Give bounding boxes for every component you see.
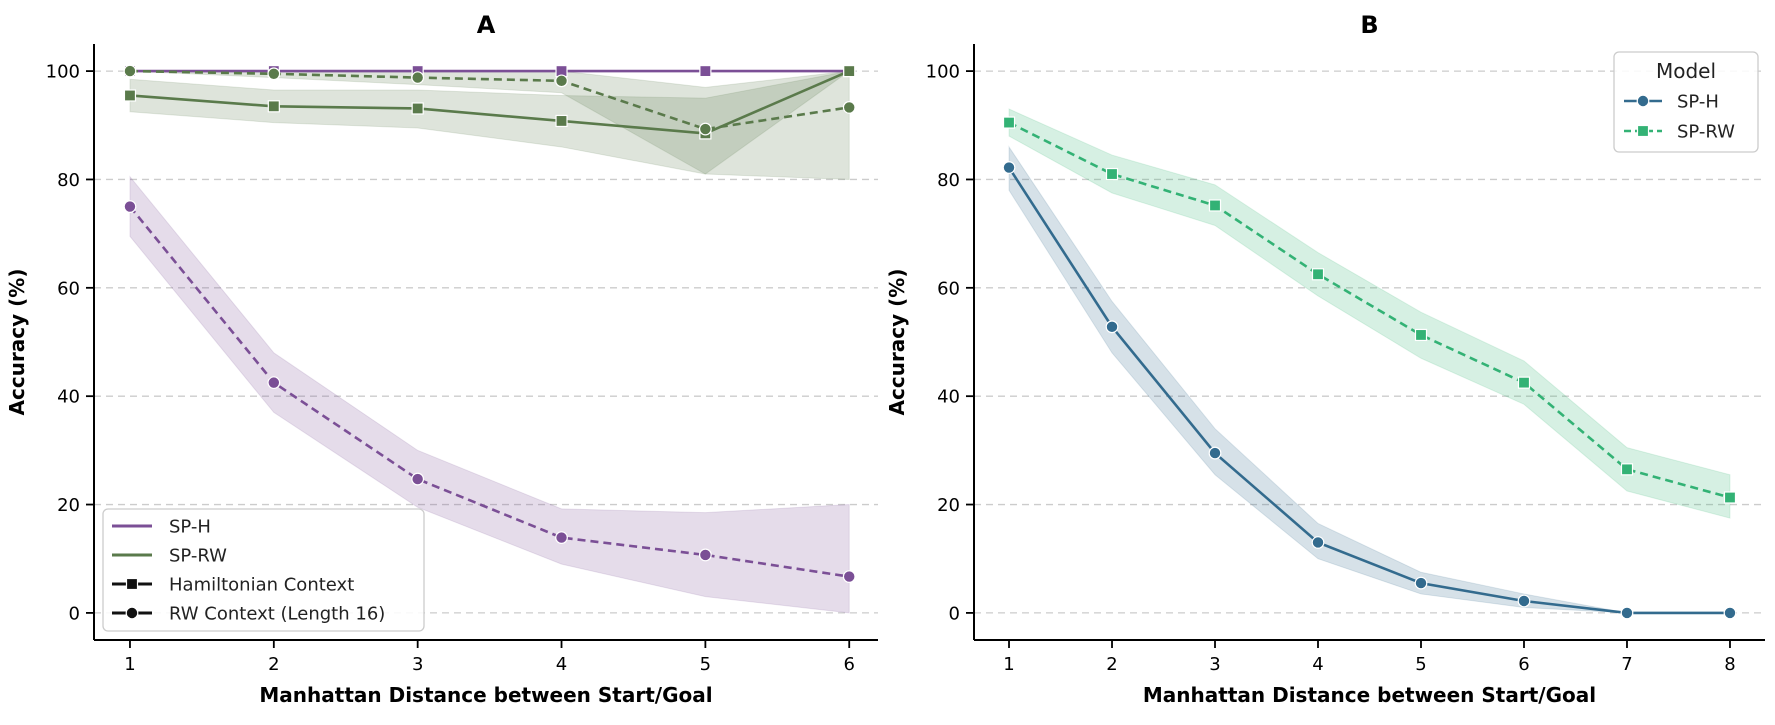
data-point — [555, 74, 568, 88]
confidence-band-sp-h-0 — [1008, 145, 1730, 614]
data-point — [123, 64, 137, 78]
panel-a: 0 20 40 60 80 100 1 2 3 4 5 6 A Manhattan Distance be… — [5, 11, 878, 707]
data-point — [1620, 463, 1634, 476]
series-line-sp-rw-2 — [129, 69, 850, 135]
data-point — [1311, 268, 1325, 281]
y-tick-label: 100 — [46, 62, 80, 83]
y-tick-label: 0 — [949, 603, 960, 624]
data-point — [1002, 161, 1016, 174]
data-point — [123, 200, 137, 213]
legend-label: RW Context (Length 16) — [169, 604, 385, 625]
y-axis-label: Accuracy (%) — [885, 269, 909, 416]
series-line-sp-h-1 — [128, 205, 850, 578]
data-point — [699, 64, 712, 78]
data-point — [1414, 328, 1428, 342]
legend-a: SP-H SP-RW Hamiltonian Context RW Context (… — [102, 508, 425, 632]
legend-label: SP-RW — [1677, 122, 1735, 143]
data-point — [842, 100, 856, 114]
y-tick-label: 60 — [57, 278, 80, 299]
data-point — [1208, 199, 1222, 212]
x-tick-label: 7 — [1621, 654, 1632, 675]
y-tick-label: 20 — [937, 495, 960, 516]
y-tick-label: 40 — [937, 387, 960, 408]
data-point — [698, 548, 712, 562]
legend-box — [102, 508, 425, 632]
x-tick-label: 6 — [1518, 654, 1529, 675]
data-point — [1517, 594, 1531, 608]
data-point — [1414, 576, 1428, 590]
x-tick-label: 2 — [1106, 654, 1117, 675]
data-point — [1620, 606, 1634, 620]
panel-title-a: A — [477, 11, 496, 39]
legend-b: Model SP-H SP-RW — [1613, 51, 1759, 153]
data-point — [1723, 491, 1737, 504]
y-tick-label: 0 — [69, 603, 80, 624]
data-point — [411, 472, 425, 486]
y-tick-label: 100 — [926, 62, 960, 83]
legend-label: SP-H — [1677, 92, 1719, 113]
x-tick-label: 1 — [1003, 654, 1014, 675]
y-axis-label: Accuracy (%) — [5, 269, 29, 416]
data-point — [267, 376, 281, 390]
data-point — [555, 531, 568, 544]
y-tick-label: 20 — [57, 495, 80, 516]
legend-title: Model — [1656, 59, 1716, 83]
data-point — [267, 100, 280, 113]
data-point — [1517, 376, 1531, 389]
x-tick-label: 5 — [1415, 654, 1426, 675]
data-point — [267, 67, 281, 81]
x-tick-label: 3 — [412, 654, 423, 675]
data-point — [1311, 536, 1325, 549]
data-point — [1208, 446, 1222, 460]
data-point — [843, 64, 856, 78]
x-tick-label: 1 — [124, 654, 135, 675]
data-point — [123, 89, 137, 102]
data-point — [1723, 606, 1737, 620]
x-tick-label: 3 — [1209, 654, 1220, 675]
x-tick-label: 5 — [700, 654, 711, 675]
legend-label: SP-RW — [169, 546, 227, 567]
data-point — [1002, 116, 1016, 129]
legend-box — [1613, 51, 1759, 153]
panel-b: 0 20 40 60 80 100 1 2 3 4 5 6 7 8 B Manhattan Distance … — [885, 11, 1765, 707]
series-line-sp-rw-3 — [129, 69, 850, 131]
panel-title-b: B — [1360, 11, 1378, 39]
data-point — [411, 71, 425, 84]
series-line-sp-rw-1 — [1008, 121, 1731, 499]
legend-marker-swatch — [125, 606, 139, 620]
x-tick-label: 2 — [268, 654, 279, 675]
confidence-band-sp-rw-2 — [129, 70, 850, 175]
legend-label: SP-H — [169, 517, 211, 538]
legend-label: Hamiltonian Context — [169, 575, 354, 596]
data-point — [555, 114, 568, 128]
confidence-band-sp-h-1 — [129, 175, 850, 614]
x-tick-label: 4 — [556, 654, 567, 675]
y-tick-label: 60 — [937, 278, 960, 299]
x-axis-label: Manhattan Distance between Start/Goal — [259, 683, 712, 707]
legend-marker-swatch — [1636, 94, 1650, 108]
confidence-band-sp-rw-1 — [1008, 108, 1731, 519]
data-point — [842, 570, 856, 584]
x-tick-label: 8 — [1724, 654, 1735, 675]
y-tick-label: 80 — [57, 170, 80, 191]
data-point — [1105, 167, 1119, 181]
data-point — [698, 122, 712, 136]
y-tick-label: 40 — [57, 387, 80, 408]
data-point — [1105, 320, 1119, 334]
data-point — [411, 102, 424, 115]
legend-marker-swatch — [125, 577, 139, 591]
x-tick-label: 6 — [844, 654, 855, 675]
x-tick-label: 4 — [1312, 654, 1323, 675]
y-tick-label: 80 — [937, 170, 960, 191]
series-line-sp-h-0 — [1007, 166, 1730, 615]
legend-marker-swatch — [1636, 124, 1650, 138]
x-axis-label: Manhattan Distance between Start/Goal — [1143, 683, 1596, 707]
